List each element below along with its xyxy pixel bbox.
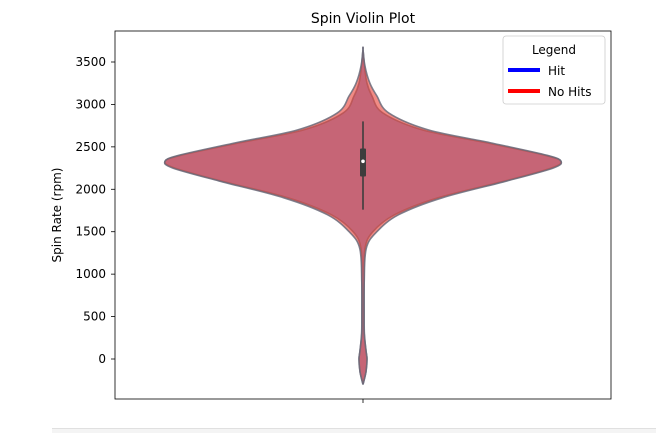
violin-layer — [163, 46, 563, 385]
y-tick-label: 1500 — [75, 225, 106, 239]
y-tick-label: 1000 — [75, 267, 106, 281]
violin-no-hits — [163, 46, 563, 385]
y-axis-label: Spin Rate (rpm) — [50, 168, 64, 263]
legend-box — [502, 35, 606, 105]
legend: Legend Hit No Hits — [502, 35, 606, 105]
legend-label-no-hits: No Hits — [548, 85, 591, 99]
bottom-scroll-strip — [52, 428, 656, 433]
box-median — [361, 159, 365, 164]
y-axis: 0 500 1000 1500 2000 2500 3000 3500 — [75, 55, 115, 366]
y-tick-label: 2000 — [75, 182, 106, 196]
y-tick-label: 500 — [83, 310, 106, 324]
y-tick-label: 3500 — [75, 55, 106, 69]
y-tick-label: 0 — [98, 352, 106, 366]
y-tick-label: 2500 — [75, 140, 106, 154]
y-tick-label: 3000 — [75, 97, 106, 111]
legend-label-hit: Hit — [548, 64, 565, 78]
legend-title: Legend — [532, 43, 576, 57]
inner-box-plot — [360, 121, 366, 210]
chart-title: Spin Violin Plot — [311, 11, 416, 27]
